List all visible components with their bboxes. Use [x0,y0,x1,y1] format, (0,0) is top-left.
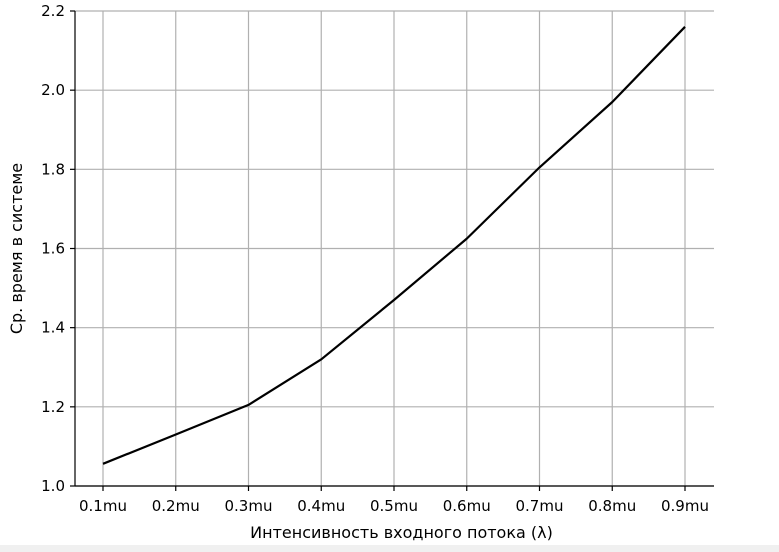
x-tick-label: 0.5mu [370,497,418,515]
y-tick-label: 1.8 [41,160,65,178]
x-tick-label: 0.6mu [443,497,491,515]
x-tick-label: 0.1mu [79,497,127,515]
y-tick-label: 1.0 [41,477,65,495]
y-tick-label: 2.2 [41,2,65,20]
x-tick-label: 0.3mu [225,497,273,515]
x-axis-label: Интенсивность входного потока (λ) [250,523,553,542]
bottom-strip [0,545,779,552]
x-tick-label: 0.8mu [588,497,636,515]
x-tick-label: 0.7mu [516,497,564,515]
y-tick-label: 2.0 [41,81,65,99]
y-tick-label: 1.4 [41,319,65,337]
y-tick-label: 1.6 [41,240,65,258]
x-tick-label: 0.4mu [297,497,345,515]
x-ticks: 0.1mu 0.2mu 0.3mu 0.4mu 0.5mu 0.6mu 0.7mu 0.8mu… [79,486,709,515]
y-ticks: 1.0 1.2 1.4 1.6 1.8 2.0 2.2 [41,2,75,495]
grid-lines [75,10,714,487]
y-axis-label: Ср. время в системе [7,163,26,334]
series-line [102,26,686,465]
y-tick-label: 1.2 [41,398,65,416]
x-tick-label: 0.9mu [661,497,709,515]
x-tick-label: 0.2mu [152,497,200,515]
